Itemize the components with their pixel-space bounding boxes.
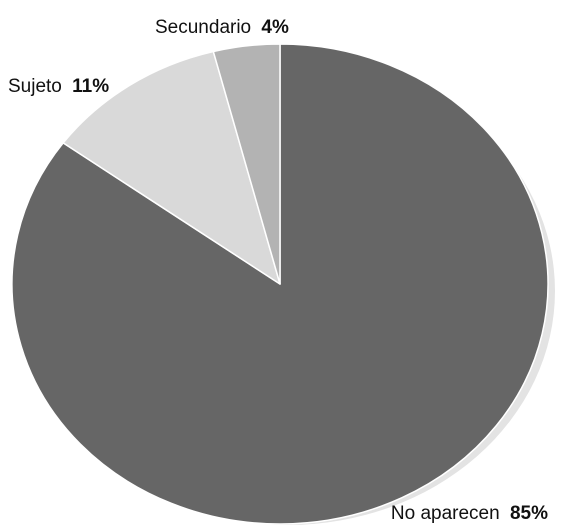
slice-label-no-aparecen-value: 85%: [510, 503, 548, 524]
pie-slice-secundario: [212, 43, 281, 285]
slice-label-no-aparecen-name: No aparecen: [391, 503, 500, 524]
slice-label-no-aparecen: No aparecen 85%: [391, 503, 548, 524]
pie-slices: [11, 43, 549, 525]
slice-label-sujeto-value: 11%: [72, 76, 109, 97]
pie-slice-sujeto: [62, 50, 281, 285]
slice-label-sujeto: Sujeto 11%: [8, 76, 109, 97]
slice-label-secundario-value: 4%: [261, 17, 289, 38]
slice-label-secundario-name: Secundario: [155, 17, 251, 38]
slice-label-sujeto-name: Sujeto: [8, 76, 62, 97]
slice-label-secundario: Secundario 4%: [155, 17, 289, 38]
